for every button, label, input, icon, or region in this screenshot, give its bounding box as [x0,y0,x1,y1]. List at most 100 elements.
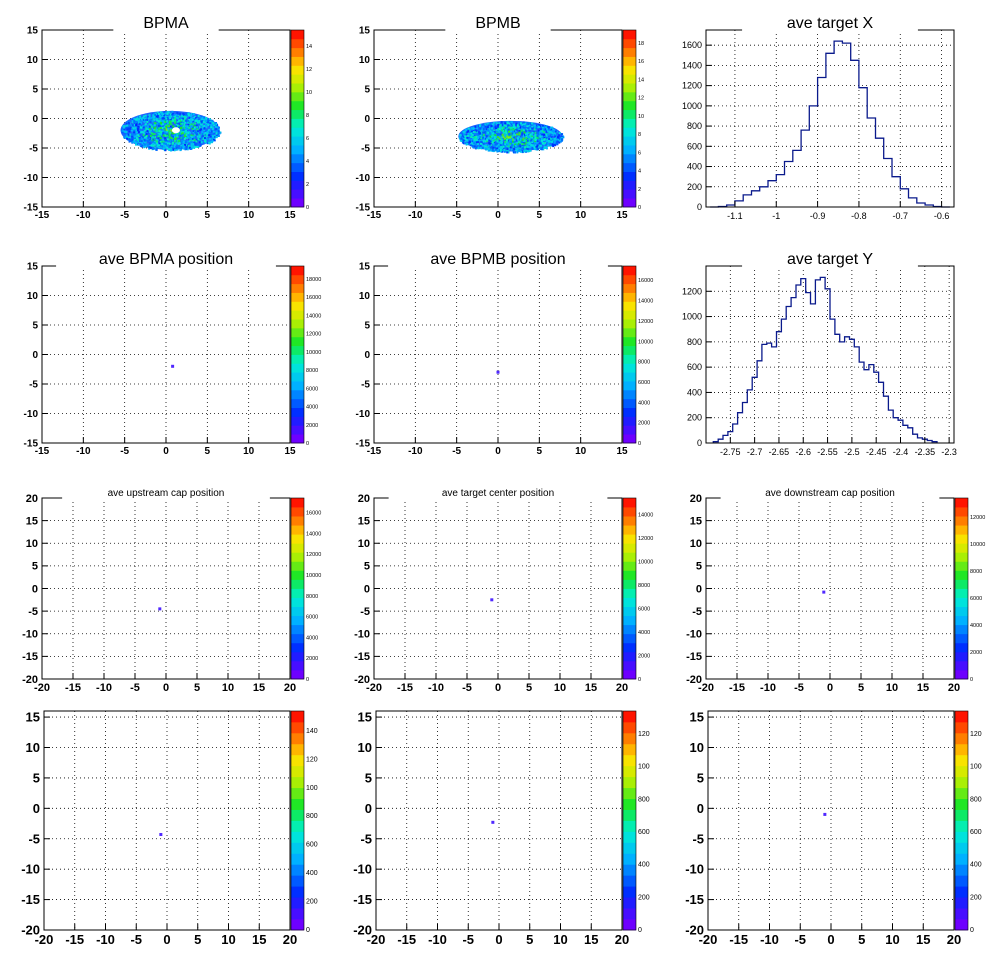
heat-cell [152,134,155,137]
heat-cell [203,127,206,130]
heat-cell [553,132,556,134]
heat-cell [155,117,158,120]
heat-cell [146,124,149,127]
y-tick-label: 200 [687,182,702,192]
heat-cell [128,136,131,139]
color-scale-bin [291,363,304,373]
color-scale-bin [291,579,304,589]
heat-cell [176,148,179,151]
heat-cell [122,125,125,128]
heat-cell [491,141,494,144]
color-scale-bin [291,886,304,898]
heat-cell [190,121,193,124]
color-scale-label: 0 [638,677,641,683]
heat-cell [507,136,510,139]
heat-cell [158,144,160,146]
heat-cell [149,134,152,137]
heat-cell [190,143,193,146]
heat-cell [206,131,209,134]
heat-cell [143,143,146,146]
heat-cell [517,128,520,131]
heat-cell [184,141,187,144]
color-scale-label: 14000 [306,531,321,537]
heat-cell [528,147,531,150]
heat-cell [134,127,137,129]
heat-cell [504,142,507,145]
heat-cell [163,140,166,143]
color-scale-bin [291,180,304,190]
heat-cell [480,137,483,139]
heat-cell [159,116,162,119]
y-tick-label: 15 [690,710,704,725]
heat-cell [524,149,527,152]
heat-cell [513,141,516,144]
heat-cell [516,137,519,140]
y-tick-label: 1000 [682,312,702,322]
heat-cell [148,131,151,134]
heat-cell [465,138,468,141]
panel-bottom-middle: -20 -15 -10 -5 0 5 10 15 20 -20 -15 -10 -5 0 5 10 15 0 200… [332,708,664,972]
heat-cell [521,143,524,146]
color-scale-label: 8000 [306,594,318,600]
heat-cell [138,140,141,143]
heat-cell [163,117,166,120]
heat-cell [198,137,201,140]
x-tick-label: -2.65 [769,447,790,457]
heat-cell [166,120,169,123]
heat-cell [183,119,185,122]
heat-cell [560,133,563,136]
heat-cell [512,142,515,145]
heat-cell [153,124,156,127]
color-scale-bin [291,434,304,444]
heat-cell [130,124,133,127]
heat-cell [499,145,502,148]
heat-cell [135,137,138,139]
heat-cell [553,129,556,132]
heat-cell [493,129,495,132]
heat-cell [508,130,510,133]
heat-cell [513,130,516,133]
heat-cell [472,141,475,144]
heat-cell [502,145,505,148]
heat-cell [180,146,183,149]
heat-cell [549,139,552,142]
color-scale-bin [623,416,636,426]
heat-cell [473,145,476,147]
heat-cell [153,128,156,131]
heat-cell [154,122,157,125]
heat-cell [459,134,462,137]
color-scale-bin [623,651,636,662]
heat-cell [167,125,170,128]
heat-cell [484,126,487,128]
heat-cell [160,140,163,143]
heat-cell [466,136,469,139]
heat-cell [217,128,220,131]
heat-cell [494,143,497,146]
heat-cell [168,115,171,118]
panel-downstream-cap: -20 -15 -10 -5 0 5 10 15 20 -20 -15 -10 -5 0 5 10 15 20 0 2… [664,472,996,708]
color-scale-label: 16 [638,59,644,65]
heat-cell [182,140,185,143]
color-scale-bin [623,310,636,320]
color-scale-bin [291,615,304,626]
x-tick-label: 5 [537,446,543,457]
heat-point [491,820,495,824]
color-scale-label: 200 [638,894,650,901]
heat-cell [158,146,161,149]
heat-cell [185,129,188,132]
color-scale-bin [623,776,636,789]
chart-title: ave downstream cap position [765,488,895,499]
heat-cell [151,131,154,134]
color-scale-bin [291,669,304,680]
heat-cell [480,147,483,150]
heat-cell [181,128,184,131]
chart-bottom-middle: -20 -15 -10 -5 0 5 10 15 20-20-15-10-50510150200… [353,710,650,947]
y-tick-label: -5 [361,380,370,391]
y-tick-label: -15 [356,439,371,450]
heat-cell [169,117,172,119]
heat-cell [516,128,519,131]
heat-cell [168,122,171,125]
color-scale-bin [291,798,304,810]
